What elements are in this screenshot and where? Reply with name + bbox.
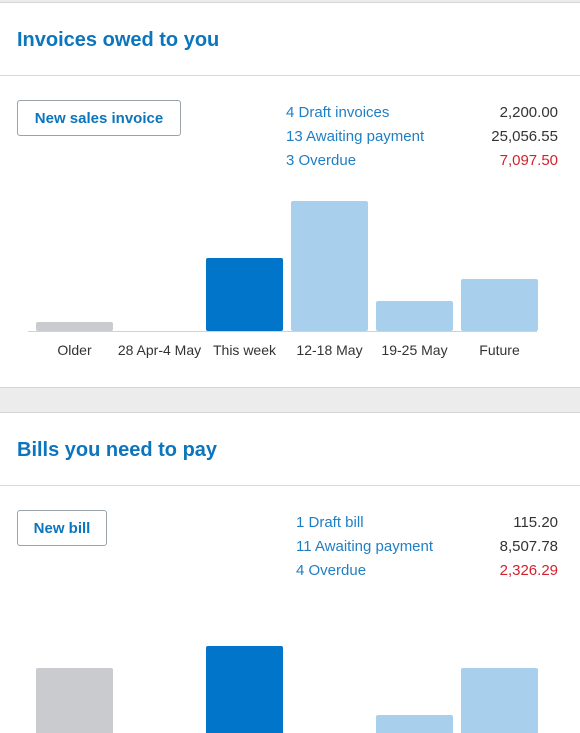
invoices-x-tick-label-3: 12-18 May <box>296 342 362 358</box>
invoices-aging-chart: Older 28 Apr-4 May This week 12-18 May 19-25… <box>28 201 538 358</box>
overdue-bills-link[interactable]: 4 Overdue <box>296 562 367 579</box>
invoices-x-tick-label-0: Older <box>57 342 92 358</box>
overdue-invoices-link[interactable]: 3 Overdue <box>286 152 357 169</box>
new-bill-button[interactable]: New bill <box>17 510 107 546</box>
new-sales-invoice-button[interactable]: New sales invoice <box>17 100 181 136</box>
draft-invoices-link[interactable]: 4 Draft invoices <box>286 104 390 121</box>
draft-bill-amount: 115.20 <box>513 514 558 531</box>
overdue-invoices-amount: 7,097.50 <box>499 152 558 169</box>
invoices-bar-5[interactable] <box>461 279 538 331</box>
invoices-bar-2[interactable] <box>206 258 283 331</box>
invoices-summary-row-overdue: 3 Overdue 7,097.50 <box>286 149 558 173</box>
bills-summary: 1 Draft bill 115.20 11 Awaiting payment … <box>296 511 558 583</box>
invoices-summary: 4 Draft invoices 2,200.00 13 Awaiting pa… <box>286 101 558 173</box>
invoices-bar-3[interactable] <box>291 201 368 331</box>
draft-bill-link[interactable]: 1 Draft bill <box>296 514 364 531</box>
invoices-panel-title: Invoices owed to you <box>17 29 220 51</box>
invoices-bar-0[interactable] <box>36 322 113 331</box>
bills-bar-5[interactable] <box>461 668 538 733</box>
invoices-x-tick-label-1: 28 Apr-4 May <box>118 342 201 358</box>
bills-summary-row-overdue: 4 Overdue 2,326.29 <box>296 559 558 583</box>
draft-invoices-amount: 2,200.00 <box>499 104 558 121</box>
invoices-summary-row-draft: 4 Draft invoices 2,200.00 <box>286 101 558 125</box>
bills-panel-title: Bills you need to pay <box>17 439 218 461</box>
invoices-owed-panel: Invoices owed to you New sales invoice 4… <box>0 2 580 388</box>
bills-to-pay-panel: Bills you need to pay New bill 1 Draft b… <box>0 412 580 733</box>
invoices-summary-row-awaiting: 13 Awaiting payment 25,056.55 <box>286 125 558 149</box>
bills-summary-row-awaiting: 11 Awaiting payment 8,507.78 <box>296 535 558 559</box>
bills-panel-divider <box>0 485 580 486</box>
bills-bar-2[interactable] <box>206 646 283 733</box>
invoices-bar-4[interactable] <box>376 301 453 331</box>
overdue-bills-amount: 2,326.29 <box>499 562 558 579</box>
awaiting-payment-invoices-amount: 25,056.55 <box>491 128 558 145</box>
invoices-x-tick-label-5: Future <box>479 342 520 358</box>
bills-aging-chart <box>36 646 538 733</box>
invoices-x-tick-label-4: 19-25 May <box>381 342 447 358</box>
invoices-panel-divider <box>0 75 580 76</box>
bills-bar-4[interactable] <box>376 715 453 733</box>
awaiting-payment-invoices-link[interactable]: 13 Awaiting payment <box>286 128 425 145</box>
invoices-x-tick-label-2: This week <box>213 342 277 358</box>
awaiting-payment-bills-link[interactable]: 11 Awaiting payment <box>296 538 434 555</box>
bills-summary-row-draft: 1 Draft bill 115.20 <box>296 511 558 535</box>
bills-bar-0[interactable] <box>36 668 113 733</box>
awaiting-payment-bills-amount: 8,507.78 <box>499 538 558 555</box>
